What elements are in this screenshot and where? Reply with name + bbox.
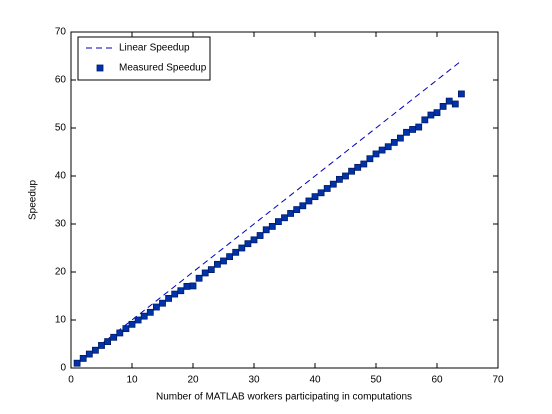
- legend-label: Measured Speedup: [119, 63, 207, 74]
- y-tick-label: 40: [55, 171, 67, 182]
- data-point: [238, 244, 246, 252]
- x-tick-label: 50: [370, 375, 382, 386]
- data-point: [433, 109, 441, 117]
- data-point: [177, 287, 185, 295]
- data-point: [226, 253, 234, 261]
- y-axis-label: Speedup: [28, 180, 39, 220]
- data-point: [427, 111, 435, 119]
- data-point: [311, 193, 319, 201]
- data-point: [360, 160, 368, 168]
- x-tick-label: 0: [68, 375, 74, 386]
- data-point: [122, 325, 130, 333]
- data-point: [201, 269, 209, 277]
- y-tick-label: 10: [55, 315, 67, 326]
- x-tick-label: 20: [187, 375, 199, 386]
- y-tick-label: 70: [55, 27, 67, 38]
- data-point: [317, 189, 325, 197]
- data-point: [152, 303, 160, 311]
- data-point: [305, 197, 313, 205]
- data-point: [232, 248, 240, 256]
- data-point: [335, 175, 343, 183]
- data-point: [128, 320, 136, 328]
- x-tick-label: 40: [309, 375, 321, 386]
- x-tick-label: 70: [492, 375, 504, 386]
- data-point: [244, 240, 252, 248]
- y-tick-label: 50: [55, 123, 67, 134]
- x-tick-label: 10: [126, 375, 138, 386]
- data-point: [354, 163, 362, 171]
- data-point: [348, 167, 356, 175]
- data-point: [110, 333, 118, 341]
- data-point: [415, 123, 423, 131]
- data-point: [287, 210, 295, 217]
- x-tick-label: 60: [431, 375, 443, 386]
- data-point: [213, 260, 221, 268]
- data-point: [293, 206, 301, 214]
- data-point: [445, 97, 453, 105]
- data-point: [409, 126, 417, 133]
- data-point: [165, 294, 173, 302]
- data-point: [342, 172, 349, 180]
- data-point: [421, 116, 429, 124]
- data-point: [146, 308, 154, 316]
- data-point: [384, 143, 392, 151]
- y-tick-label: 20: [55, 267, 67, 278]
- data-point: [268, 222, 276, 230]
- data-point: [220, 257, 227, 265]
- data-point: [256, 232, 264, 239]
- y-tick-label: 0: [60, 363, 66, 374]
- data-point: [140, 312, 148, 320]
- data-point: [262, 226, 270, 234]
- data-point: [183, 282, 191, 290]
- data-point: [73, 359, 81, 367]
- data-point: [329, 180, 337, 188]
- data-point: [299, 202, 307, 210]
- data-point: [189, 282, 197, 290]
- data-point: [274, 218, 282, 226]
- data-point: [390, 138, 398, 146]
- data-point: [281, 214, 288, 222]
- legend-label: Linear Speedup: [119, 43, 190, 54]
- data-point: [195, 274, 203, 282]
- data-point: [439, 103, 447, 110]
- data-point: [104, 338, 111, 346]
- data-point: [79, 354, 87, 362]
- data-point: [85, 350, 93, 358]
- legend-marker: [96, 64, 104, 72]
- data-point: [134, 316, 142, 324]
- data-point: [372, 150, 380, 158]
- data-point: [451, 100, 459, 108]
- data-point: [116, 329, 124, 337]
- data-point: [396, 134, 404, 142]
- data-point: [92, 346, 99, 354]
- data-point: [207, 266, 215, 274]
- data-point: [403, 128, 410, 136]
- y-tick-label: 30: [55, 219, 67, 230]
- data-point: [250, 236, 258, 244]
- data-point: [378, 146, 386, 154]
- data-point: [366, 155, 374, 163]
- legend-box: [77, 36, 211, 81]
- x-tick-label: 30: [248, 375, 260, 386]
- data-point: [159, 299, 166, 307]
- data-point: [98, 342, 105, 349]
- data-point: [323, 185, 331, 192]
- y-tick-label: 60: [55, 75, 67, 86]
- data-point: [171, 290, 179, 298]
- data-point: [457, 90, 465, 98]
- x-axis-label: Number of MATLAB workers participating i…: [156, 392, 412, 403]
